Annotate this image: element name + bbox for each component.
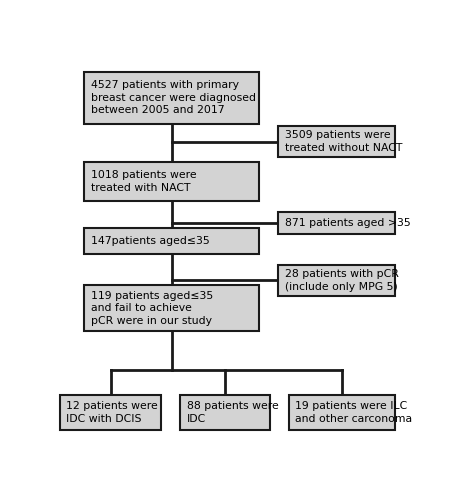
FancyBboxPatch shape — [84, 72, 259, 124]
Text: 88 patients were
IDC: 88 patients were IDC — [187, 401, 279, 423]
FancyBboxPatch shape — [84, 162, 259, 200]
FancyBboxPatch shape — [289, 395, 396, 430]
FancyBboxPatch shape — [278, 265, 396, 296]
FancyBboxPatch shape — [180, 395, 270, 430]
Text: 871 patients aged >35: 871 patients aged >35 — [285, 218, 410, 228]
Text: 119 patients aged≤35
and fail to achieve
pCR were in our study: 119 patients aged≤35 and fail to achieve… — [91, 290, 213, 326]
Text: 147patients aged≤35: 147patients aged≤35 — [91, 236, 209, 246]
Text: 1018 patients were
treated with NACT: 1018 patients were treated with NACT — [91, 170, 196, 192]
Text: 12 patients were
IDC with DCIS: 12 patients were IDC with DCIS — [66, 401, 158, 423]
FancyBboxPatch shape — [84, 285, 259, 332]
FancyBboxPatch shape — [84, 228, 259, 254]
FancyBboxPatch shape — [278, 126, 396, 157]
Text: 28 patients with pCR
(include only MPG 5): 28 patients with pCR (include only MPG 5… — [285, 269, 399, 291]
FancyBboxPatch shape — [60, 395, 161, 430]
Text: 19 patients were ILC
and other carconoma: 19 patients were ILC and other carconoma — [295, 401, 412, 423]
Text: 4527 patients with primary
breast cancer were diagnosed
between 2005 and 2017: 4527 patients with primary breast cancer… — [91, 80, 256, 116]
FancyBboxPatch shape — [278, 212, 396, 234]
Text: 3509 patients were
treated without NACT: 3509 patients were treated without NACT — [285, 130, 402, 153]
